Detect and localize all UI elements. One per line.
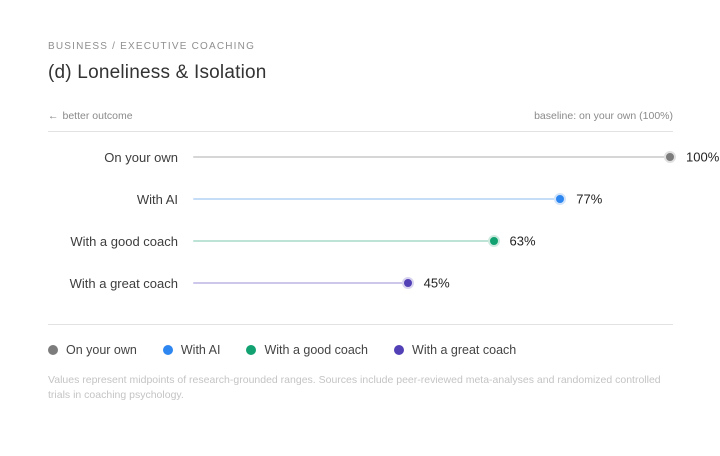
legend-label: On your own <box>66 343 137 357</box>
value-label: 45% <box>423 275 450 291</box>
legend-label: With AI <box>180 343 221 357</box>
legend-item: With a good coach <box>246 343 368 357</box>
legend-dot-icon <box>48 345 58 355</box>
lollipop-row: On your own 100% <box>48 136 719 178</box>
category-label: With a good coach <box>70 233 178 249</box>
legend-divider <box>48 324 673 325</box>
axis-note-row: ← better outcome baseline: on your own (1… <box>48 110 673 132</box>
page-title: (d) Loneliness & Isolation <box>48 62 267 83</box>
lollipop-row: With a good coach 63% <box>48 220 673 262</box>
lollipop-row: With AI 77% <box>48 178 673 220</box>
lollipop-row: With a great coach 45% <box>48 262 673 304</box>
better-outcome-label: better outcome <box>62 110 133 122</box>
lollipop-track: 77% <box>193 178 670 220</box>
baseline-note: baseline: on your own (100%) <box>534 110 673 122</box>
legend-dot-icon <box>162 345 173 355</box>
better-outcome-note: ← better outcome <box>48 110 133 123</box>
legend-item: With AI <box>162 343 221 357</box>
chart-content: BUSINESS / EXECUTIVE COACHING (d) Loneli… <box>48 0 720 403</box>
value-label: 100% <box>686 149 720 165</box>
lollipop-track: 63% <box>193 220 670 262</box>
lollipop-dot <box>664 151 676 163</box>
legend-dot-icon <box>394 345 405 355</box>
lollipop-track: 45% <box>193 262 670 304</box>
lollipop-line <box>193 198 561 200</box>
legend: On your own With AI With a good coach Wi… <box>48 343 673 357</box>
value-label: 63% <box>509 233 536 249</box>
category-label: With AI <box>136 191 178 207</box>
legend-label: With a good coach <box>264 343 369 357</box>
left-arrow-icon: ← <box>48 110 59 122</box>
value-label: 77% <box>576 191 603 207</box>
legend-label: With a great coach <box>412 343 517 357</box>
legend-item: With a great coach <box>394 343 516 357</box>
category-label: On your own <box>104 149 178 165</box>
lollipop-line <box>193 282 408 284</box>
category-label: With a great coach <box>69 275 178 291</box>
lollipop-line <box>193 240 494 242</box>
footnote: Values represent midpoints of research-g… <box>48 374 661 401</box>
legend-dot-icon <box>246 345 257 355</box>
lollipop-dot <box>487 235 500 247</box>
lollipop-line <box>193 156 670 158</box>
lollipop-chart: On your own 100% With AI 77% With a good… <box>48 132 720 304</box>
lollipop-dot <box>401 277 414 289</box>
lollipop-track: 100% <box>193 136 719 178</box>
legend-item: On your own <box>48 343 137 357</box>
lollipop-dot <box>554 193 567 205</box>
category-eyebrow: BUSINESS / EXECUTIVE COACHING <box>48 41 256 52</box>
